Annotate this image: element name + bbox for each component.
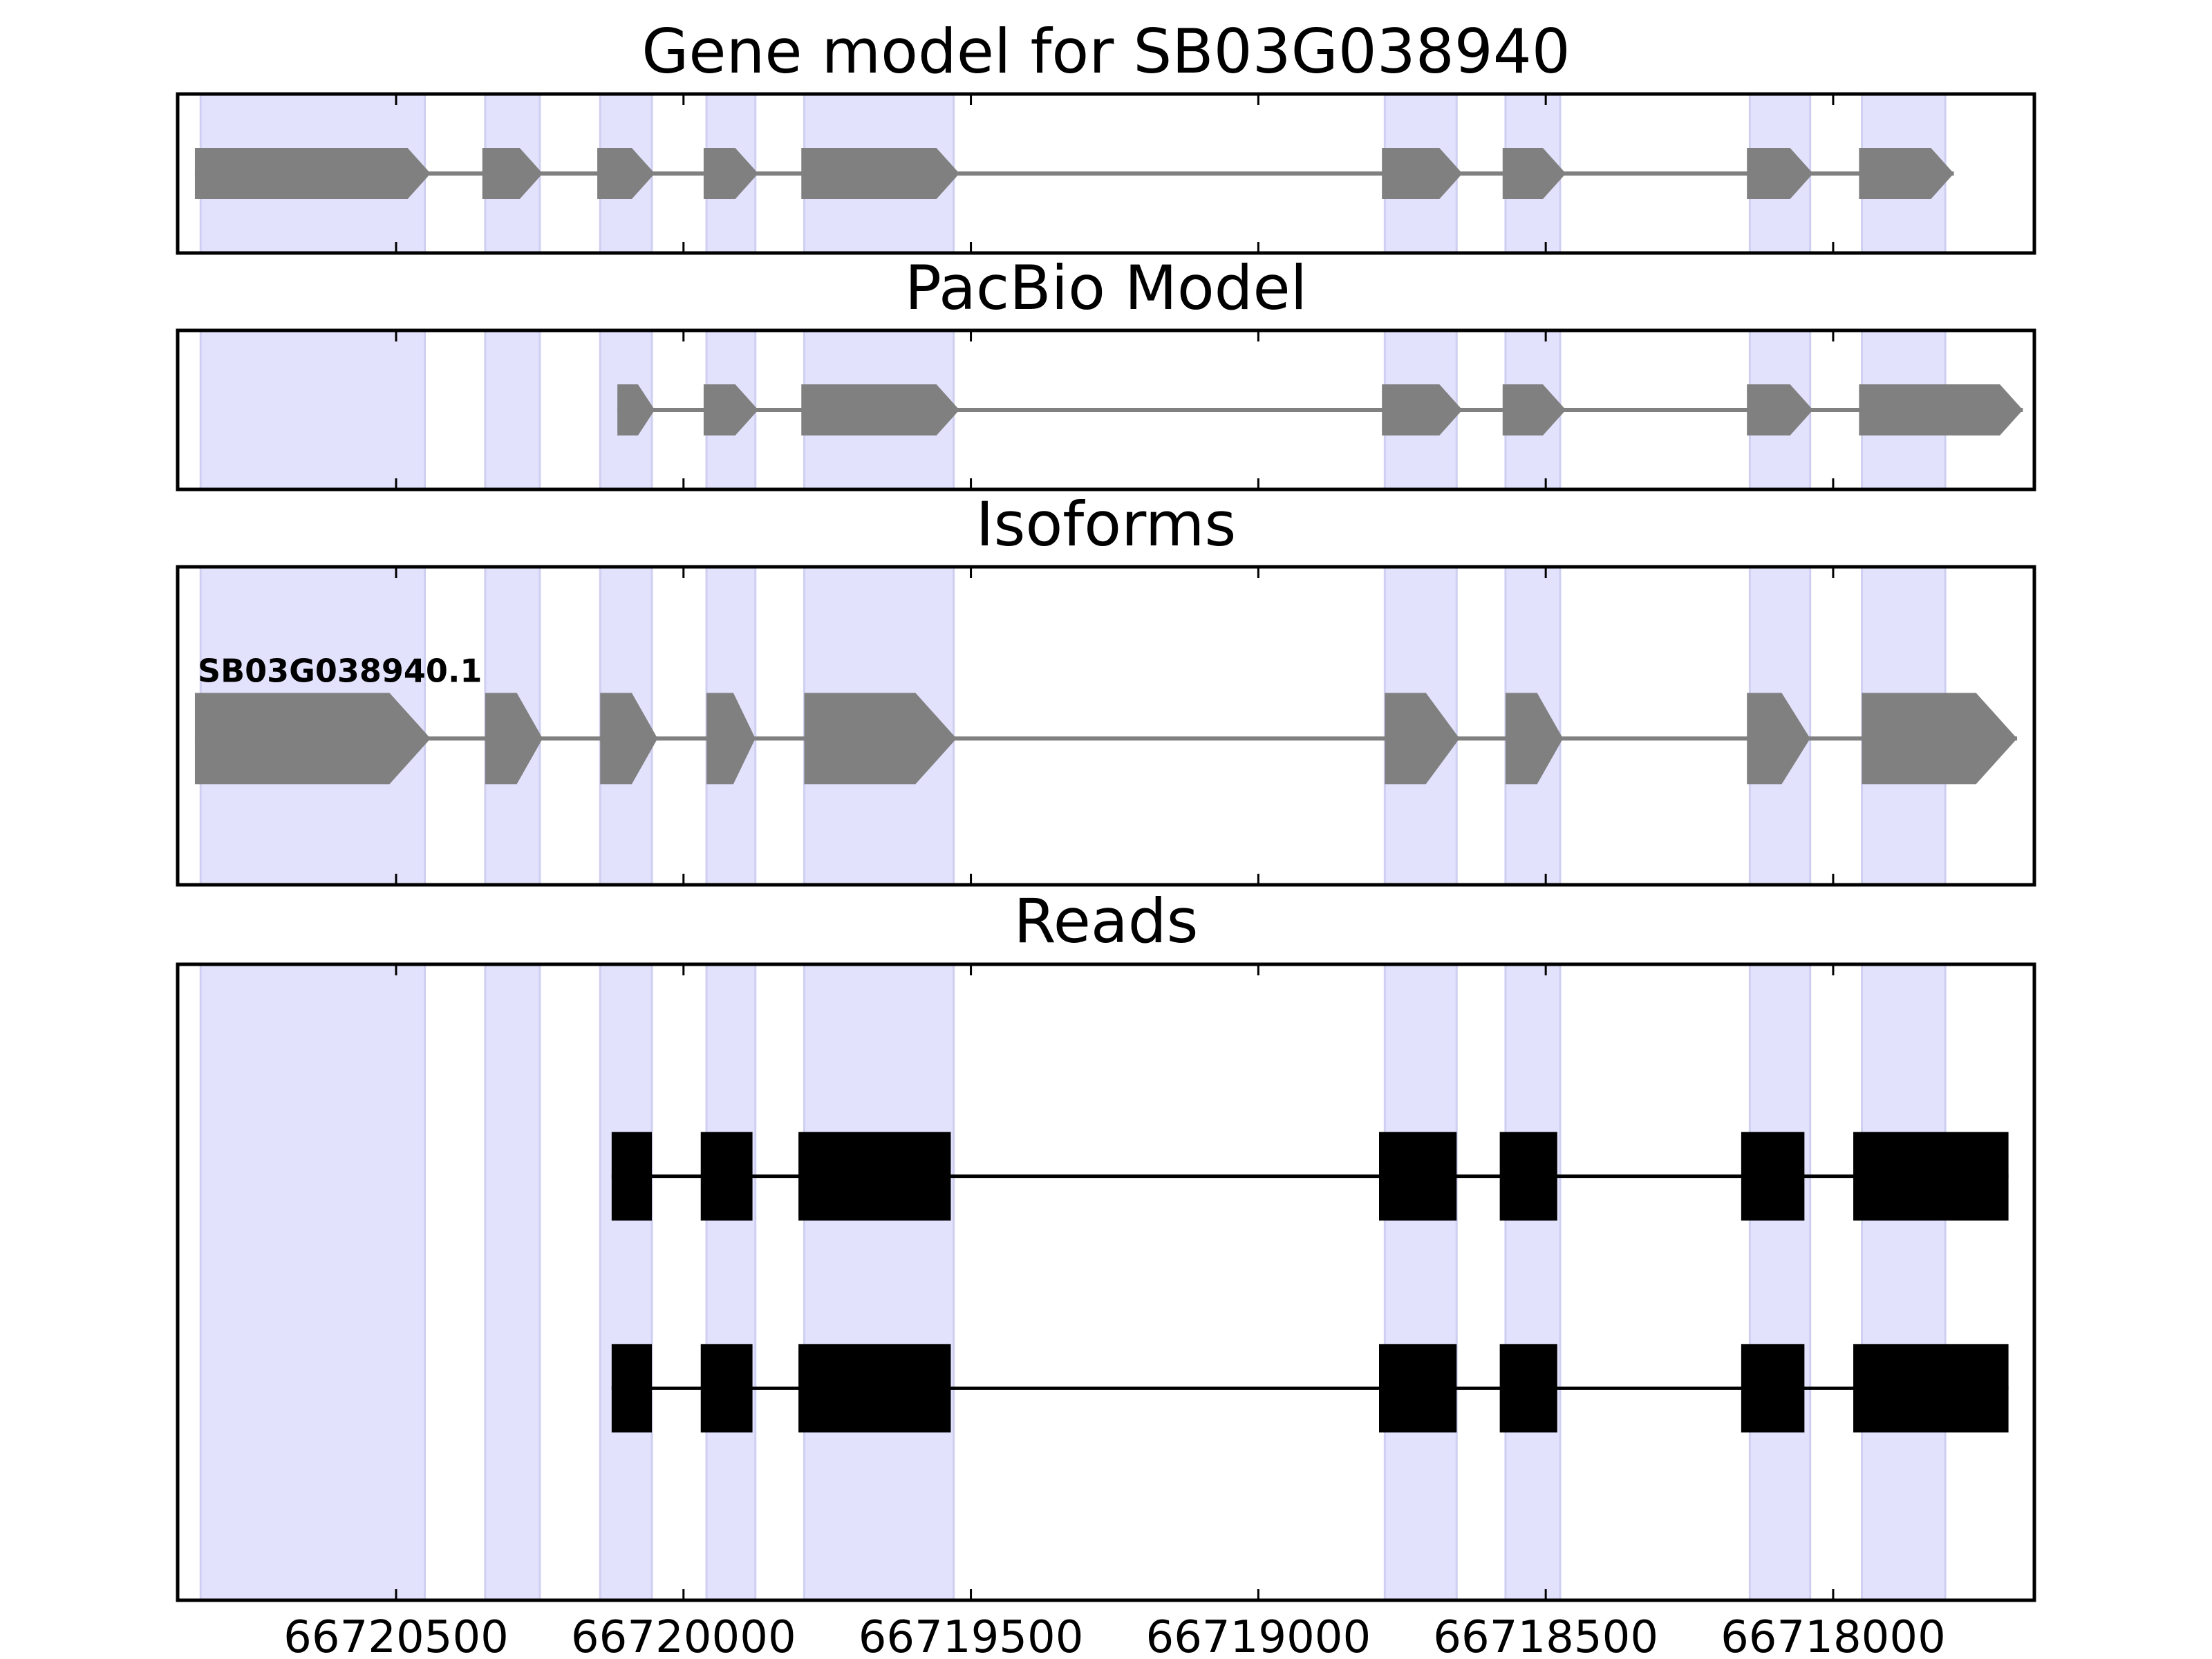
exon-arrow	[1502, 384, 1566, 435]
read-exon	[1741, 1344, 1805, 1433]
exon-highlight-band	[1861, 963, 1947, 1602]
exon-arrow	[1747, 693, 1810, 785]
exon-highlight-band	[484, 963, 541, 1602]
panel-2: PacBio Model	[176, 252, 2036, 491]
exon-highlight-band	[1383, 963, 1458, 1602]
exon-arrow	[194, 693, 431, 785]
panel-frame	[176, 565, 2036, 887]
exon-arrow	[706, 693, 756, 785]
read-exon	[700, 1344, 753, 1433]
x-tick-label: 66720500	[283, 1612, 509, 1659]
exon-arrow	[1502, 148, 1566, 199]
x-tick-label: 66720000	[571, 1612, 796, 1659]
exon-highlight-band	[599, 963, 653, 1602]
exon-highlight-band	[803, 963, 955, 1602]
exon-arrow	[703, 148, 758, 199]
read-exon	[1853, 1132, 2009, 1221]
read-exon	[611, 1344, 653, 1433]
exon-arrow	[1382, 148, 1463, 199]
panel-title: Gene model for SB03G038940	[641, 16, 1571, 87]
read-exon	[1853, 1344, 2009, 1433]
read-exon	[1379, 1344, 1457, 1433]
exon-highlight-band	[1504, 963, 1562, 1602]
panel-frame	[176, 328, 2036, 491]
isoform-label: SB03G038940.1	[198, 652, 482, 689]
read-exon	[700, 1132, 753, 1221]
panel-title: Reads	[1014, 885, 1199, 957]
panel-frame	[176, 962, 2036, 1602]
panel-4: Reads	[176, 885, 2036, 1602]
exon-arrow	[801, 148, 959, 199]
exon-arrow	[1859, 148, 1954, 199]
x-tick-label: 66719000	[1145, 1612, 1371, 1659]
exon-arrow	[1505, 693, 1564, 785]
exon-arrow	[600, 693, 658, 785]
panel-frame	[176, 92, 2036, 255]
read-exon	[1499, 1132, 1557, 1221]
exon-highlight-band	[705, 963, 757, 1602]
exon-highlight-band	[199, 963, 427, 1602]
exon-arrow	[597, 148, 655, 199]
panel-3: Isoforms SB03G038940.1	[176, 489, 2036, 887]
exon-arrow	[804, 693, 957, 785]
x-tick-label: 66719500	[859, 1612, 1084, 1659]
panels-layer: Gene model for SB03G038940 PacBio Model Is…	[176, 16, 2036, 1602]
x-axis: 66720500 66720000 66719500 66719000 66718500…	[283, 1612, 1946, 1659]
exon-arrow	[1862, 693, 2018, 785]
exon-highlight-band	[484, 329, 541, 491]
read-exon	[1499, 1344, 1557, 1433]
x-tick-label: 66718000	[1721, 1612, 1946, 1659]
read-exon	[798, 1132, 951, 1221]
exon-arrow	[1747, 148, 1813, 199]
read-exon	[1741, 1132, 1805, 1221]
read-exon	[611, 1132, 653, 1221]
exon-arrow	[617, 384, 655, 435]
exon-highlight-band	[199, 329, 427, 491]
exon-arrow	[1385, 693, 1460, 785]
exon-arrow	[1382, 384, 1463, 435]
read-exon	[1379, 1132, 1457, 1221]
exon-arrow	[194, 148, 431, 199]
x-tick-label: 66718500	[1433, 1612, 1658, 1659]
panel-title: PacBio Model	[905, 252, 1307, 324]
panel-title: Isoforms	[976, 489, 1237, 560]
exon-arrow	[801, 384, 959, 435]
read-exon	[798, 1344, 951, 1433]
exon-arrow	[485, 693, 543, 785]
exon-arrow	[1747, 384, 1813, 435]
exon-arrow	[482, 148, 543, 199]
panel-1: Gene model for SB03G038940	[176, 16, 2036, 255]
exon-arrow	[703, 384, 758, 435]
exon-highlight-band	[1748, 963, 1812, 1602]
exon-arrow	[1859, 384, 2023, 435]
